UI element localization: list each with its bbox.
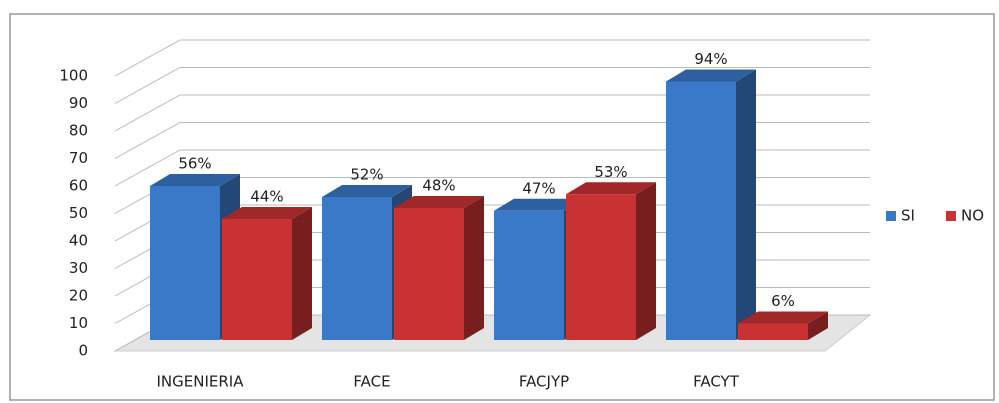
bar-top	[394, 196, 484, 208]
bar	[222, 219, 292, 340]
y-tick-label: 40	[69, 232, 88, 250]
legend-label: SI	[901, 207, 915, 225]
data-label: 94%	[694, 50, 727, 68]
data-label: 44%	[250, 188, 283, 206]
bar	[494, 210, 564, 340]
data-label: 48%	[422, 177, 455, 195]
bar-side	[736, 69, 756, 340]
bar	[566, 194, 636, 340]
bar	[666, 81, 736, 340]
bar-top	[322, 185, 412, 197]
bar-side	[808, 311, 828, 340]
y-tick-label: 70	[69, 149, 88, 167]
x-tick-label: FACJYP	[519, 373, 569, 391]
y-tick-label: 100	[59, 67, 88, 85]
y-tick-label: 50	[69, 204, 88, 222]
y-tick-label: 10	[69, 314, 88, 332]
grid-line	[114, 39, 870, 77]
bar	[150, 186, 220, 340]
y-tick-label: 90	[69, 94, 88, 112]
y-tick-label: 80	[69, 122, 88, 140]
bar	[322, 197, 392, 340]
bar-side	[292, 207, 312, 340]
data-label: 6%	[771, 292, 795, 310]
y-tick-label: 20	[69, 287, 88, 305]
grid-line	[114, 149, 870, 187]
data-label: 52%	[350, 166, 383, 184]
bar-top	[494, 198, 584, 211]
grid-line	[114, 67, 870, 104]
x-tick-label: FACE	[353, 373, 390, 391]
bar	[394, 208, 464, 340]
data-label: 47%	[522, 179, 555, 197]
bar	[738, 323, 808, 340]
y-tick-label: 0	[78, 342, 88, 360]
bar-top	[738, 311, 828, 324]
legend-swatch	[946, 211, 956, 221]
grid-line	[114, 122, 870, 159]
data-label: 53%	[594, 163, 627, 181]
bar-side	[636, 182, 656, 340]
grid-line	[114, 94, 870, 132]
x-tick-label: INGENIERIA	[157, 373, 245, 391]
bar-top	[566, 182, 656, 195]
legend-swatch	[886, 211, 896, 221]
data-label: 56%	[178, 155, 211, 173]
x-tick-label: FACYT	[693, 373, 740, 391]
bar-top	[150, 174, 240, 186]
y-tick-label: 30	[69, 259, 88, 277]
bar-side	[464, 196, 484, 340]
y-tick-label: 60	[69, 177, 88, 195]
bar-top	[222, 207, 312, 219]
bar-top	[666, 69, 756, 82]
chart-frame	[9, 13, 995, 401]
legend-label: NO	[961, 207, 984, 225]
